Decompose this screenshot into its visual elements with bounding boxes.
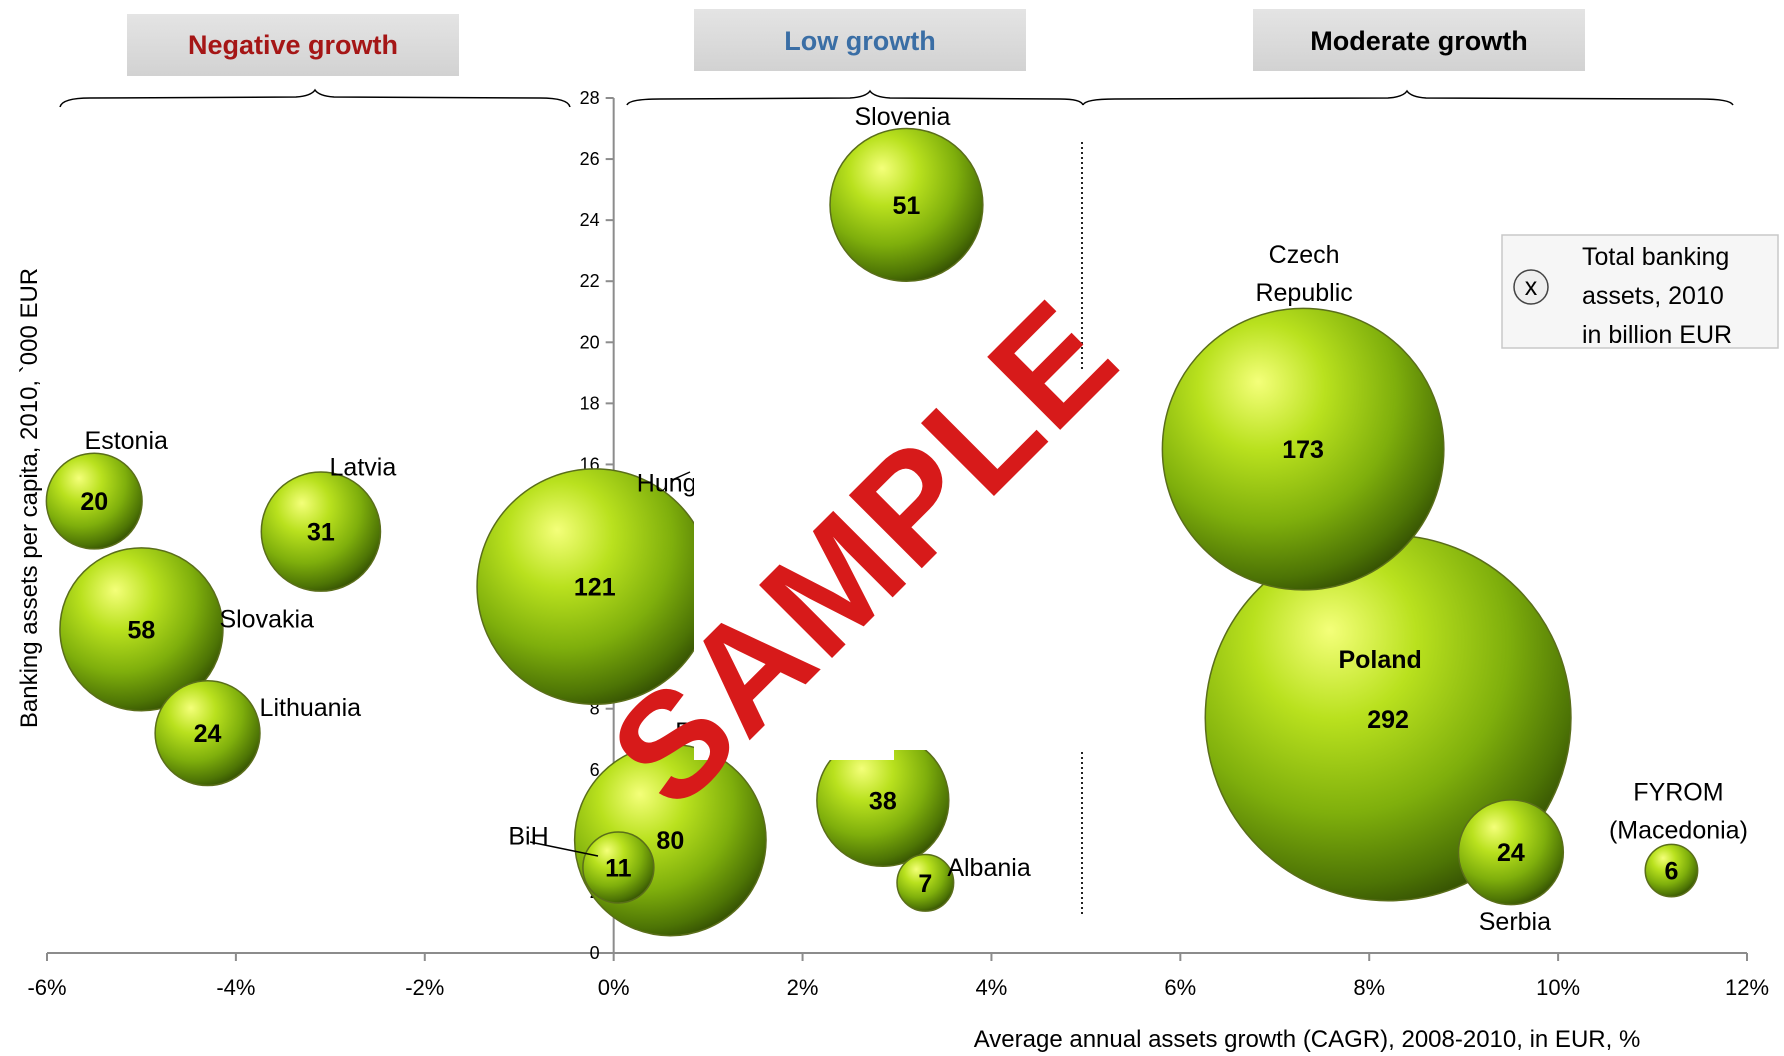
bubble-name-label: FYROM — [1633, 779, 1723, 807]
legend-bubble-icon — [1513, 269, 1549, 305]
x-tick-label: 2% — [787, 975, 819, 1000]
y-tick-label: 28 — [580, 88, 600, 108]
bubbles: 292 173 121 80 58 51 38 31 24 24 20 11 7 6 Estonia Latv… — [45, 103, 1748, 937]
bubble-name-label: Slovakia — [219, 605, 314, 633]
bubble-value-label: 292 — [1367, 706, 1409, 734]
moderate-growth-brace — [1082, 89, 1734, 106]
low-growth-brace — [626, 89, 1084, 106]
bih-leader-line — [529, 841, 599, 857]
bubble-name-label: Czech — [1269, 241, 1340, 269]
bubble-value-label: 80 — [656, 827, 684, 855]
bubble-name-label: Latvia — [330, 454, 397, 482]
bubble-value-label: 24 — [1497, 839, 1525, 867]
y-tick-label: 8 — [590, 699, 600, 719]
bubble-name-label: Lithuania — [260, 694, 362, 722]
bubble-value-label: 20 — [80, 488, 108, 516]
group-headers: Negative growth Low growth Moderate grow… — [59, 9, 1734, 108]
bubble — [45, 452, 143, 550]
bubble-name-label: Poland — [1338, 646, 1421, 674]
bubble-name-label: BiH — [508, 823, 548, 851]
hungary-leader-line — [671, 471, 691, 481]
bubble — [582, 831, 655, 904]
bubble — [1161, 307, 1445, 591]
bubble-value-label: 121 — [574, 574, 616, 602]
x-tick-label: 8% — [1353, 975, 1385, 1000]
bubble-value-label: 31 — [307, 519, 335, 547]
moderate-growth-box — [1253, 9, 1585, 71]
mask-mid-cut — [694, 440, 984, 750]
x-tick-label: -2% — [405, 975, 444, 1000]
y-axis-title: Banking assets per capita, 2010, `000 EU… — [16, 268, 43, 728]
bubble-name-label: Republic — [1255, 279, 1352, 307]
bubble-value-label: 38 — [869, 787, 897, 815]
negative-growth-brace — [59, 88, 571, 108]
bubble — [260, 471, 382, 592]
bubble — [154, 679, 261, 787]
low-growth-label: Low growth — [784, 26, 935, 56]
legend-line-2: assets, 2010 — [1582, 282, 1724, 310]
legend-line-3: in billion EUR — [1582, 321, 1732, 349]
bubble-name-label: Albania — [947, 854, 1030, 882]
bubble-value-label: 24 — [194, 720, 222, 748]
negative-growth-label: Negative growth — [188, 30, 398, 60]
y-tick-label: 18 — [580, 393, 600, 413]
x-tick-label: -6% — [27, 975, 66, 1000]
x-tick-label: 10% — [1536, 975, 1580, 1000]
y-tick-label: 26 — [580, 149, 600, 169]
bubble-value-label: 7 — [918, 870, 932, 898]
bubble-name-label: (Macedonia) — [1609, 817, 1748, 845]
legend-symbol: x — [1525, 273, 1538, 301]
x-tick-label: 0% — [598, 975, 630, 1000]
bubble-value-label: 58 — [128, 616, 156, 644]
legend-line-1: Total banking — [1582, 243, 1729, 271]
bubble-value-label: 11 — [605, 855, 632, 883]
x-tick-label: -4% — [216, 975, 255, 1000]
bubble — [829, 127, 984, 283]
bubble-name-label: Estonia — [85, 427, 168, 455]
x-tick-label: 12% — [1725, 975, 1769, 1000]
size-legend: x Total banking assets, 2010 in billion … — [1501, 234, 1779, 349]
bubble-value-label: 51 — [893, 192, 921, 220]
bubble — [1644, 843, 1699, 898]
bubble-value-label: 173 — [1282, 436, 1324, 464]
y-tick-label: 24 — [580, 210, 600, 230]
x-tick-label: 6% — [1164, 975, 1196, 1000]
moderate-growth-label: Moderate growth — [1310, 26, 1528, 56]
bubble-name-label: Serbia — [1479, 908, 1551, 936]
bubble — [1457, 799, 1565, 906]
x-tick-label: 4% — [976, 975, 1008, 1000]
low-growth-box — [694, 9, 1026, 71]
y-tick-label: 22 — [580, 271, 600, 291]
bubble — [59, 547, 224, 712]
bubble-value-label: 6 — [1664, 858, 1678, 886]
bubble-name-label: R — [675, 718, 693, 746]
bubble — [896, 853, 955, 912]
bubble-name-label: Slovenia — [854, 103, 950, 131]
negative-growth-box — [127, 14, 459, 76]
y-tick-label: 0 — [590, 943, 600, 963]
y-tick-label: 6 — [590, 760, 600, 780]
x-axis-title: Average annual assets growth (CAGR), 200… — [974, 1026, 1641, 1053]
y-tick-label: 20 — [580, 332, 600, 352]
